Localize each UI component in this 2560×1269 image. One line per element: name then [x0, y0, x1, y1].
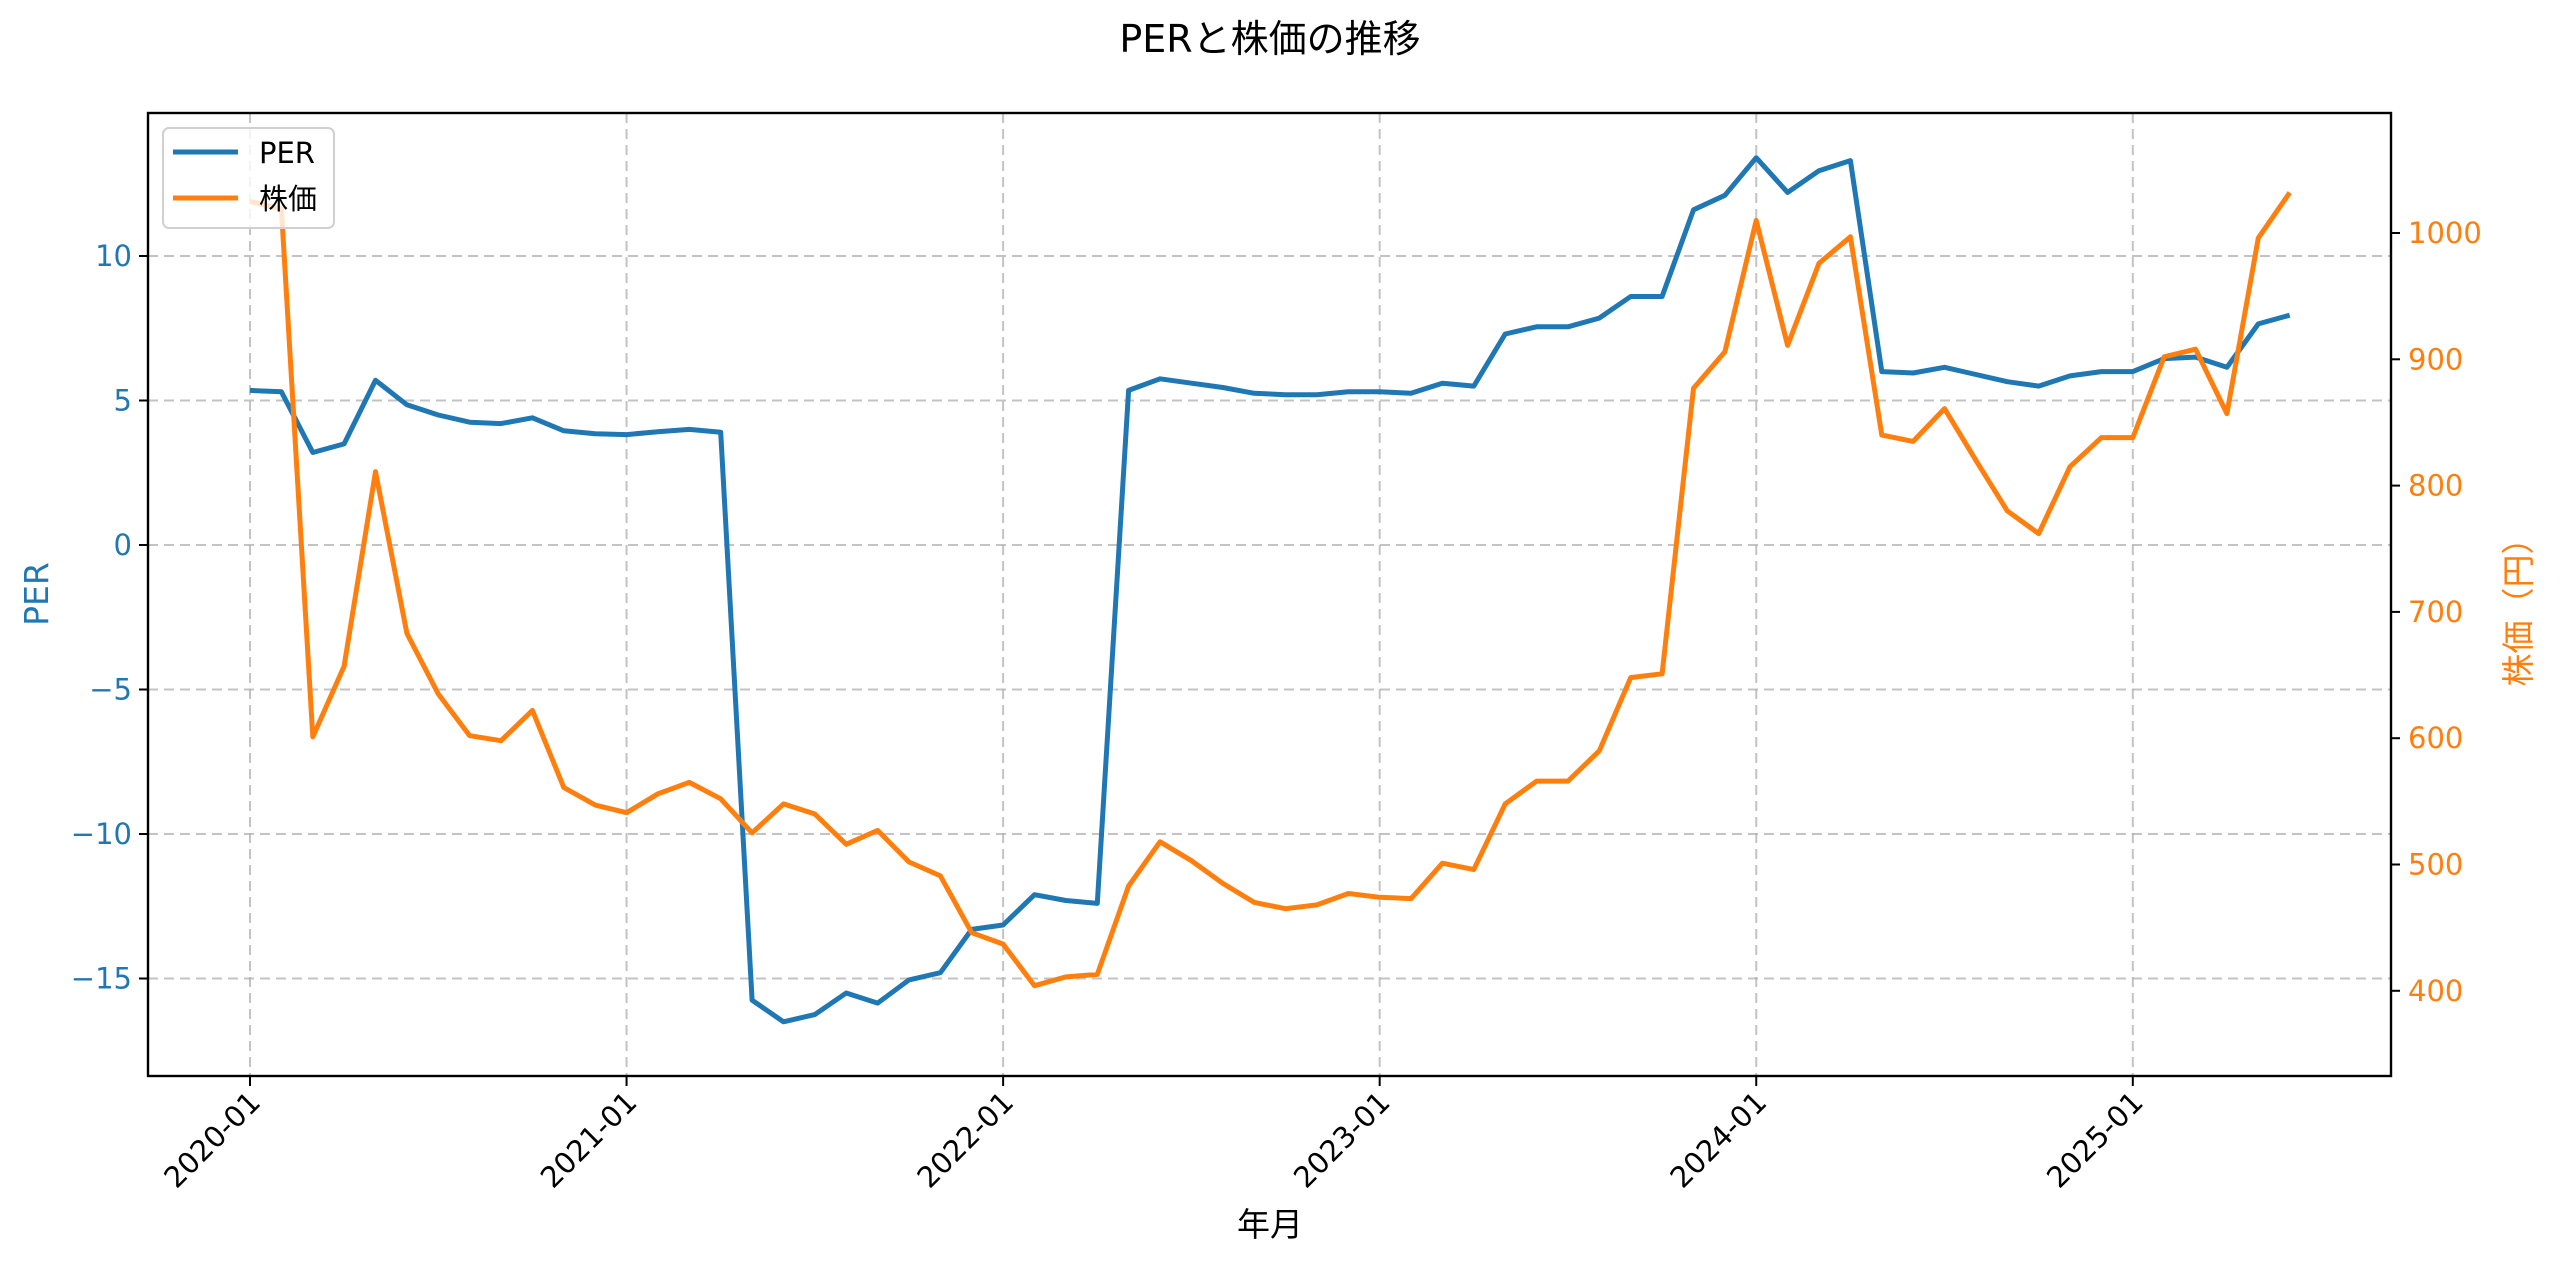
grid-lines: [148, 113, 2391, 1076]
x-tick-label: 2021-01: [534, 1085, 644, 1195]
right-y-axis-label: 株価（円）: [2499, 522, 2538, 687]
left-tick-label: −10: [71, 817, 132, 851]
per-line: [249, 155, 2291, 1025]
x-tick-label: 2024-01: [1663, 1085, 1773, 1195]
right-tick-label: 900: [2408, 342, 2463, 376]
left-tick-label: 10: [95, 239, 132, 273]
right-tick-label: 600: [2408, 721, 2463, 755]
stock-price-line: [249, 191, 2292, 989]
x-tick-label: 2020-01: [157, 1085, 267, 1195]
left-y-axis: 10 5 0 −5 −10 −15: [71, 239, 148, 996]
legend-label-per: PER: [259, 136, 315, 170]
x-axis-label: 年月: [1237, 1205, 1303, 1244]
right-tick-label: 400: [2408, 974, 2463, 1008]
x-tick-label: 2022-01: [910, 1085, 1020, 1195]
right-tick-label: 800: [2408, 469, 2463, 503]
left-y-axis-label: PER: [17, 562, 56, 626]
x-tick-label: 2025-01: [2040, 1085, 2150, 1195]
chart-title: PERと株価の推移: [1119, 17, 1420, 61]
right-tick-label: 700: [2408, 595, 2463, 629]
legend-label-price: 株価: [259, 182, 317, 216]
x-tick-label: 2023-01: [1287, 1085, 1397, 1195]
left-tick-label: −5: [89, 673, 132, 707]
left-tick-label: 0: [114, 528, 132, 562]
legend: PER 株価: [162, 127, 335, 229]
right-tick-label: 500: [2408, 848, 2463, 882]
plot-lines: [249, 155, 2292, 1025]
right-tick-label: 1000: [2408, 216, 2482, 250]
left-tick-label: −15: [71, 962, 132, 996]
x-axis: 2020-01 2021-01 2022-01 2023-01 2024-01 2025-…: [157, 1076, 2150, 1195]
plot-frame: [146, 111, 2393, 1078]
left-tick-label: 5: [114, 384, 132, 418]
right-y-axis: 1000 900 800 700 600 500 400: [2391, 216, 2482, 1008]
